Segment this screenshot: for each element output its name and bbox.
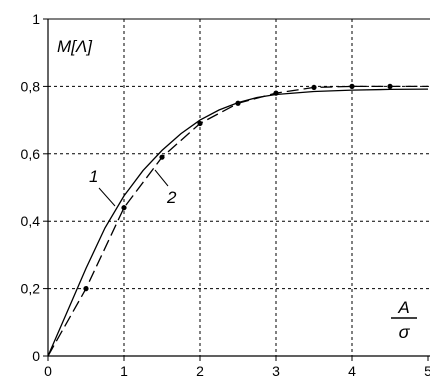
y-tick-label: 0,6 bbox=[21, 146, 41, 162]
series-2-marker bbox=[159, 154, 165, 160]
x-axis-label: A σ bbox=[391, 298, 417, 342]
tick-labels: 0 0,2 0,4 0,6 0,8 1 0 1 2 3 4 5 bbox=[21, 11, 430, 379]
x-tick-label: 4 bbox=[348, 363, 356, 379]
grid bbox=[48, 19, 430, 356]
y-tick-label: 0,4 bbox=[21, 213, 41, 229]
series-1-line bbox=[47, 88, 429, 357]
series-2-annotation-leader bbox=[154, 169, 169, 187]
series-2-annotation-label: 2 bbox=[166, 188, 177, 207]
axes bbox=[43, 18, 430, 361]
series-1-annotation: 1 bbox=[89, 167, 116, 207]
series-2-marker bbox=[197, 120, 203, 127]
series-2-marker bbox=[311, 84, 317, 91]
series-1-annotation-leader bbox=[98, 187, 116, 207]
series-group bbox=[47, 83, 429, 357]
x-axis-label-denominator: σ bbox=[399, 322, 411, 342]
x-tick-label: 0 bbox=[44, 363, 52, 379]
series-2-marker bbox=[121, 205, 127, 211]
x-tick-label: 2 bbox=[196, 363, 204, 379]
series-2-marker bbox=[273, 90, 279, 96]
series-2-marker bbox=[387, 83, 393, 89]
series-2-marker bbox=[349, 83, 355, 89]
series-2-annotation: 2 bbox=[154, 169, 177, 207]
x-tick-label: 3 bbox=[272, 363, 280, 379]
y-axis-label: M[Λ] bbox=[57, 37, 93, 56]
x-tick-label: 5 bbox=[424, 363, 430, 379]
series-2-marker bbox=[83, 286, 89, 292]
series-1-annotation-label: 1 bbox=[89, 167, 98, 186]
x-tick-label: 1 bbox=[120, 363, 128, 379]
y-tick-label: 0,8 bbox=[21, 78, 41, 94]
x-axis-label-numerator: A bbox=[397, 298, 409, 317]
y-tick-label: 0,2 bbox=[21, 281, 41, 297]
y-tick-label: 1 bbox=[32, 11, 40, 27]
series-2-marker bbox=[235, 100, 241, 106]
y-tick-label: 0 bbox=[32, 348, 40, 364]
